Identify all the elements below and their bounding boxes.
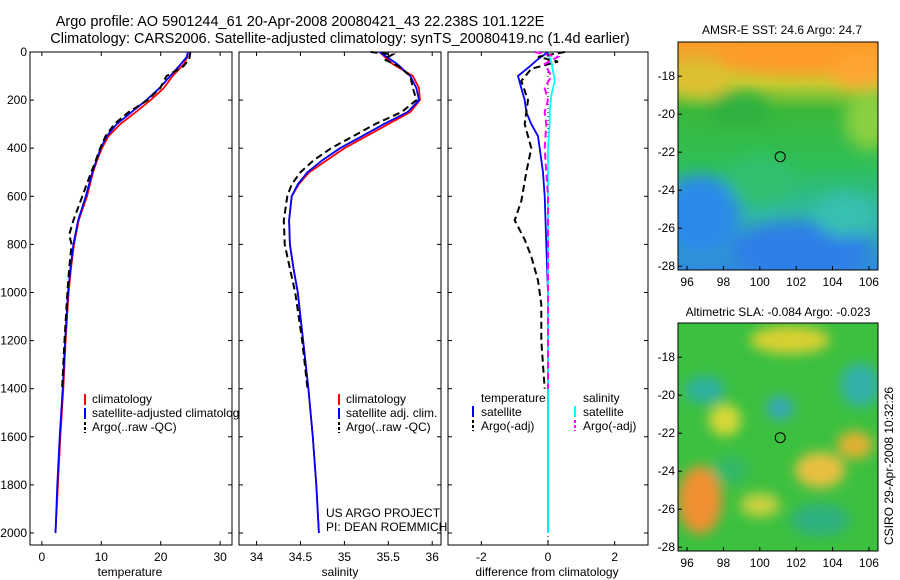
x-tick-label: -2 xyxy=(476,550,487,564)
temperature-legend: climatology satellite-adjusted climatolo… xyxy=(84,392,239,434)
difference-panel: -2 0 2 difference from climatology tempera… xyxy=(447,51,649,579)
x-tick-label: 34 xyxy=(250,550,264,564)
map-x-tick-label: 102 xyxy=(786,275,806,289)
pi-annotation: PI: DEAN ROEMMICH xyxy=(326,520,447,534)
series-line-satellite xyxy=(516,51,549,533)
x-tick-label: 35.5 xyxy=(377,550,401,564)
legend-header-temperature: temperature xyxy=(481,391,546,405)
sla-map-title: Altimetric SLA: -0.084 Argo: -0.023 xyxy=(686,305,871,319)
map-y-tick-label: -18 xyxy=(658,69,676,83)
legend-label-climatology: climatology xyxy=(346,392,406,406)
sla-map-panel: Altimetric SLA: -0.084 Argo: -0.023 96 98… xyxy=(658,305,880,570)
y-tick-label: 1400 xyxy=(0,382,27,396)
x-tick-label: 2 xyxy=(611,550,618,564)
legend-label-temp-satellite: satellite xyxy=(481,405,522,419)
y-tick-label: 0 xyxy=(20,45,27,59)
map-y-tick-label: -20 xyxy=(658,388,676,402)
x-tick-label: 0 xyxy=(545,550,552,564)
legend-label-argo: Argo(..raw -QC) xyxy=(346,420,431,434)
legend-label-satellite-adj: satellite adj. clim. xyxy=(346,406,437,420)
x-tick-label: 34.5 xyxy=(289,550,313,564)
salinity-panel: 34 34.5 35 35.5 36 salinity climatology sate… xyxy=(238,51,447,579)
sst-map-title: AMSR-E SST: 24.6 Argo: 24.7 xyxy=(702,23,862,37)
legend-label-argo: Argo(..raw -QC) xyxy=(92,420,177,434)
x-tick-label: 10 xyxy=(95,550,109,564)
y-tick-label: 1200 xyxy=(0,334,27,348)
map-y-tick-label: -20 xyxy=(658,107,676,121)
project-annotation: US ARGO PROJECT xyxy=(326,506,441,520)
map-x-tick-label: 100 xyxy=(750,275,770,289)
map-y-tick-label: -24 xyxy=(658,464,676,478)
x-tick-label: 20 xyxy=(154,550,168,564)
map-x-tick-label: 106 xyxy=(859,556,879,570)
sst-map-panel: AMSR-E SST: 24.6 Argo: 24.7 96 98 100 102 10… xyxy=(658,23,880,289)
y-tick-label: 1000 xyxy=(0,285,27,299)
map-y-tick-label: -22 xyxy=(658,145,676,159)
x-tick-label: 35 xyxy=(338,550,352,564)
map-x-tick-label: 98 xyxy=(717,275,731,289)
map-y-tick-label: -26 xyxy=(658,221,676,235)
map-x-tick-label: 104 xyxy=(823,556,843,570)
temperature-panel: 0 10 20 30 0 200 400 600 800 1000 1200 1400 1600 1800… xyxy=(0,45,239,579)
figure-title-line2: Climatology: CARS2006. Satellite-adjuste… xyxy=(50,31,630,47)
map-y-tick-label: -28 xyxy=(658,540,676,554)
temperature-axes-frame xyxy=(29,51,233,546)
sla-float-marker xyxy=(774,432,786,444)
legend-label-satellite-adjusted: satellite-adjusted climatolog xyxy=(92,406,239,420)
salinity-legend: climatology satellite adj. clim. Argo(..… xyxy=(338,392,437,434)
sla-field xyxy=(678,323,878,551)
difference-xlabel: difference from climatology xyxy=(475,565,618,579)
map-x-tick-label: 98 xyxy=(717,556,731,570)
legend-label-sal-satellite: satellite xyxy=(583,405,624,419)
sst-float-marker xyxy=(774,151,786,163)
salinity-axes-frame xyxy=(238,51,442,546)
sla-map-frame xyxy=(677,322,879,552)
x-tick-label: 30 xyxy=(213,550,227,564)
sst-field xyxy=(678,42,878,270)
y-tick-label: 400 xyxy=(7,141,27,155)
map-x-tick-label: 96 xyxy=(680,556,694,570)
y-tick-label: 600 xyxy=(7,189,27,203)
map-y-tick-label: -24 xyxy=(658,183,676,197)
legend-label-temp-argo: Argo(-adj) xyxy=(481,419,534,433)
sst-map-frame xyxy=(677,41,879,271)
y-tick-label: 800 xyxy=(7,237,27,251)
x-tick-label: 36 xyxy=(426,550,440,564)
timestamp-footer: CSIRO 29-Apr-2008 10:32:26 xyxy=(882,387,896,545)
legend-header-salinity: salinity xyxy=(583,391,620,405)
x-tick-label: 0 xyxy=(39,550,46,564)
legend-label-sal-argo: Argo(-adj) xyxy=(583,419,636,433)
map-x-tick-label: 100 xyxy=(750,556,770,570)
map-y-tick-label: -22 xyxy=(658,426,676,440)
y-tick-label: 2000 xyxy=(0,526,27,540)
y-tick-label: 1800 xyxy=(0,478,27,492)
map-y-tick-label: -26 xyxy=(658,502,676,516)
map-y-tick-label: -18 xyxy=(658,350,676,364)
map-x-tick-label: 106 xyxy=(859,275,879,289)
series-line-argo-adj xyxy=(513,51,565,389)
series-line-argo-raw-qc xyxy=(61,51,192,389)
y-tick-label: 1600 xyxy=(0,430,27,444)
difference-legend: temperature salinity satellite Argo(-adj… xyxy=(472,391,636,433)
map-x-tick-label: 102 xyxy=(786,556,806,570)
map-x-tick-label: 96 xyxy=(680,275,694,289)
figure-title-line1: Argo profile: AO 5901244_61 20-Apr-2008 … xyxy=(56,14,545,30)
map-x-tick-label: 104 xyxy=(823,275,843,289)
map-y-tick-label: -28 xyxy=(658,259,676,273)
temperature-xlabel: temperature xyxy=(98,565,163,579)
series-line-argo-adj xyxy=(534,51,561,389)
y-tick-label: 200 xyxy=(7,93,27,107)
legend-label-climatology: climatology xyxy=(92,392,152,406)
salinity-xlabel: salinity xyxy=(322,565,359,579)
